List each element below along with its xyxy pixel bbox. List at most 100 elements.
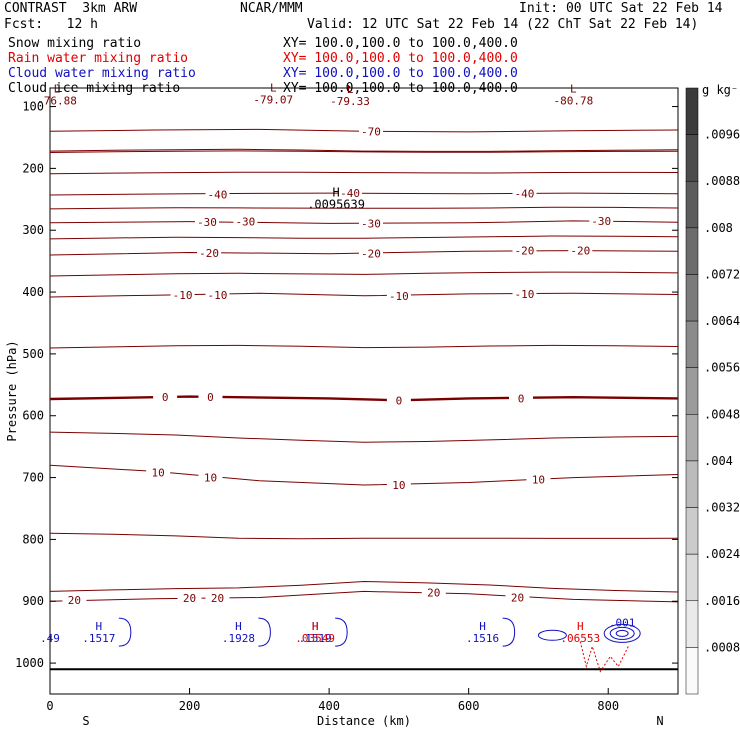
colorbar-swatch [685, 507, 699, 555]
contour-label: 0 [207, 391, 214, 404]
org-label: NCAR/MMM [240, 1, 303, 16]
contour-label: -40 [515, 188, 535, 201]
y-tick-label: 200 [22, 161, 44, 175]
contour-label: 10 [204, 472, 217, 485]
y-tick-label: 400 [22, 285, 44, 299]
contour-label-bg [421, 586, 446, 598]
contour-label: -10 [208, 289, 228, 302]
isotherm-minor [49, 580, 679, 593]
cloud-water-H: H [312, 620, 319, 633]
contour-label-bg [386, 289, 411, 301]
x-end-label-south: S [82, 714, 89, 728]
contour-label: -30 [591, 215, 611, 228]
contour-label: -30 [197, 216, 217, 229]
colorbar-label: .0096 [704, 128, 740, 142]
contour-label: 20 [427, 587, 440, 600]
cloud-water-contour [603, 623, 641, 643]
cloud-water-value: .1517 [82, 632, 115, 645]
contour-label-bg [170, 289, 195, 301]
contour-label-bg [512, 244, 537, 256]
contour-label: 10 [152, 467, 165, 480]
isotherm-minor [49, 171, 679, 175]
model-title: CONTRAST 3km ARW [4, 1, 138, 16]
contour-label-bg [386, 394, 411, 406]
contour-label-bg [146, 466, 171, 478]
contour-label: -30 [361, 217, 381, 230]
contour-label-bg [233, 215, 258, 227]
isotherm-minor [49, 206, 679, 210]
cloud-water-value: .1519 [299, 632, 332, 645]
contour-label: -10 [389, 290, 409, 303]
isotherm-10 [49, 464, 679, 486]
colorbar-label: .0016 [704, 594, 740, 608]
colorbar-swatch [685, 87, 699, 135]
y-axis-title: Pressure (hPa) [5, 340, 19, 441]
contour-label-bg [568, 244, 593, 256]
x-axis-title: Distance (km) [317, 714, 411, 728]
legend-name: Snow mixing ratio [8, 36, 142, 51]
colorbar-label: .0008 [704, 640, 740, 654]
colorbar-swatch [685, 320, 699, 368]
contour-label-bg [205, 592, 230, 604]
y-tick-label: 300 [22, 223, 44, 237]
legend-name: Cloud water mixing ratio [8, 66, 196, 81]
isotherm--40 [49, 192, 679, 196]
y-tick-label: 600 [22, 409, 44, 423]
cloud-water-H: H [235, 620, 242, 633]
contour-label: 0 [518, 392, 525, 405]
forecast-hour: Fcst: 12 h [4, 17, 98, 32]
legend-xy: XY= 100.0,100.0 to 100.0,400.0 [283, 36, 518, 51]
isotherm-0 [49, 395, 679, 402]
cloud-water-contour [258, 617, 271, 647]
contour-label-bg [526, 473, 551, 485]
colorbar-unit: g kg⁻¹ [702, 83, 740, 97]
rain-value: .03549 [295, 632, 335, 645]
contour-label-bg [153, 391, 178, 403]
init-time: Init: 00 UTC Sat 22 Feb 14 [519, 1, 723, 16]
colorbar-swatch [685, 180, 699, 229]
plot-frame [49, 87, 679, 695]
contour-label: 20 [511, 592, 524, 605]
contour-label: -40 [340, 187, 360, 200]
x-tick-label: 0 [46, 699, 53, 713]
contour-label-bg [358, 125, 383, 137]
y-tick-label: 500 [22, 347, 44, 361]
colorbar-label: .0024 [704, 547, 740, 561]
isotherm-minor [49, 271, 679, 277]
contour-label-bg [205, 289, 230, 301]
cloud-water-value: .1516 [466, 632, 499, 645]
cloud-water-contour [615, 629, 629, 637]
rain-H: H [577, 620, 584, 633]
extrema-value: .0095639 [307, 197, 365, 211]
contour-label-bg [358, 247, 383, 259]
legend-xy: XY= 100.0,100.0 to 100.0,400.0 [283, 66, 518, 81]
cloud-water-contour [335, 617, 348, 647]
extrema-value: -79.33 [330, 95, 370, 108]
contour-label: 20 [68, 594, 81, 607]
contour-label-bg [512, 287, 537, 299]
isotherm-minor [49, 235, 679, 240]
extrema-L: L [54, 83, 61, 96]
cloud-water-contour [609, 626, 635, 640]
x-end-label-north: N [656, 714, 663, 728]
contour-label-bg [198, 391, 223, 403]
extrema-value: -79.07 [253, 93, 293, 106]
extrema-L: L [347, 83, 354, 96]
legend-xy: XY= 100.0,100.0 to 100.0,400.0 [283, 51, 518, 66]
contour-label-bg [197, 247, 222, 259]
contour-label-bg [512, 187, 537, 199]
colorbar-swatch [685, 553, 699, 602]
isotherm-20 [49, 590, 679, 603]
contour-label: 10 [532, 473, 545, 486]
contour-label-bg [505, 591, 530, 603]
colorbar-swatch [685, 600, 699, 648]
contour-label: 10 [392, 479, 405, 492]
x-tick-label: 600 [458, 699, 480, 713]
rain-value: .06553 [560, 632, 600, 645]
contour-label-bg [198, 471, 223, 483]
contour-label-bg [177, 592, 202, 604]
cloud-water-H: H [96, 620, 103, 633]
cloud-water-value: .49 [40, 632, 60, 645]
colorbar-label: .0056 [704, 361, 740, 375]
